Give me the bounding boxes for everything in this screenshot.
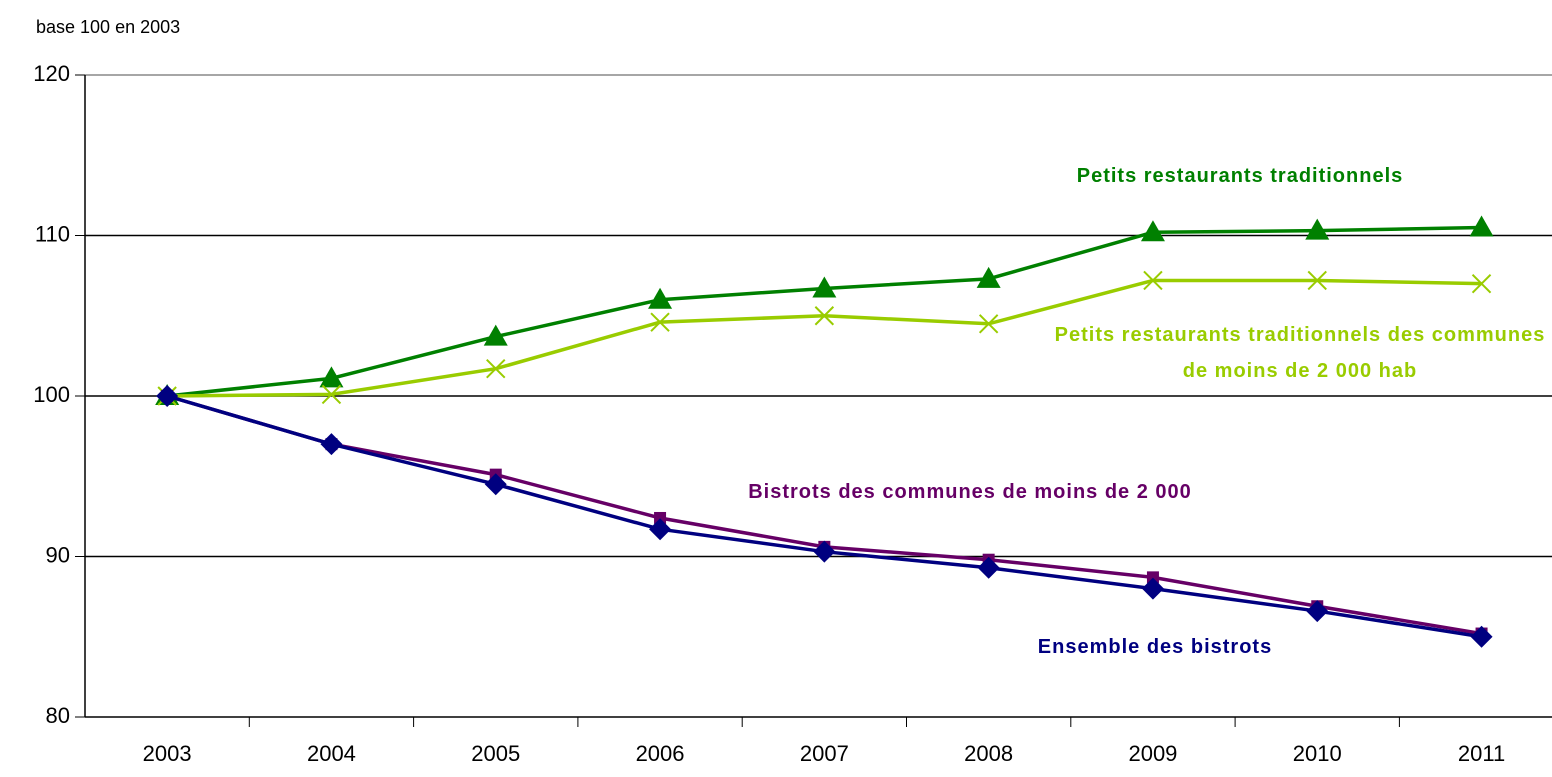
marker bbox=[319, 366, 344, 388]
marker bbox=[1307, 270, 1327, 291]
x-tick-label: 2008 bbox=[964, 741, 1013, 766]
x-tick-label: 2010 bbox=[1293, 741, 1342, 766]
marker bbox=[814, 306, 835, 326]
y-tick-label: 110 bbox=[35, 221, 70, 246]
marker bbox=[484, 473, 507, 496]
marker bbox=[976, 266, 1001, 288]
y-tick-label: 120 bbox=[33, 61, 70, 86]
marker bbox=[1469, 215, 1494, 237]
marker bbox=[1305, 218, 1330, 240]
marker bbox=[483, 324, 508, 346]
series-line bbox=[166, 394, 1482, 636]
y-tick-label: 80 bbox=[46, 703, 70, 728]
marker bbox=[1470, 625, 1493, 648]
series-label: Petits restaurants traditionnels des com… bbox=[1054, 324, 1546, 382]
x-tick-label: 2004 bbox=[307, 741, 356, 766]
marker bbox=[812, 276, 837, 298]
x-tick-label: 2003 bbox=[143, 741, 192, 766]
marker bbox=[1146, 571, 1159, 584]
marker bbox=[978, 314, 999, 334]
marker bbox=[654, 511, 667, 524]
subtitle: base 100 en 2003 bbox=[36, 17, 180, 37]
series-label: Bistrots des communes de moins de 2 000 bbox=[748, 481, 1192, 503]
marker bbox=[813, 540, 836, 563]
marker bbox=[1471, 273, 1492, 294]
x-tick-label: 2007 bbox=[800, 741, 849, 766]
x-tick-label: 2009 bbox=[1128, 741, 1177, 766]
series-label: Ensemble des bistrots bbox=[1037, 636, 1273, 658]
marker bbox=[1143, 270, 1163, 291]
x-tick-label: 2006 bbox=[636, 741, 685, 766]
y-tick-label: 100 bbox=[33, 382, 70, 407]
x-tick-label: 2011 bbox=[1458, 741, 1505, 766]
x-tick-label: 2005 bbox=[471, 741, 520, 766]
marker bbox=[320, 433, 343, 456]
marker bbox=[648, 287, 673, 309]
marker bbox=[1140, 220, 1165, 242]
marker bbox=[650, 312, 670, 332]
marker bbox=[156, 385, 179, 407]
series-label: Petits restaurants traditionnels bbox=[1076, 165, 1404, 187]
marker bbox=[977, 556, 1000, 579]
marker bbox=[1141, 577, 1164, 600]
marker bbox=[486, 359, 506, 379]
marker bbox=[321, 384, 342, 405]
marker bbox=[649, 518, 672, 541]
marker bbox=[1306, 600, 1329, 623]
y-tick-label: 90 bbox=[46, 542, 70, 567]
